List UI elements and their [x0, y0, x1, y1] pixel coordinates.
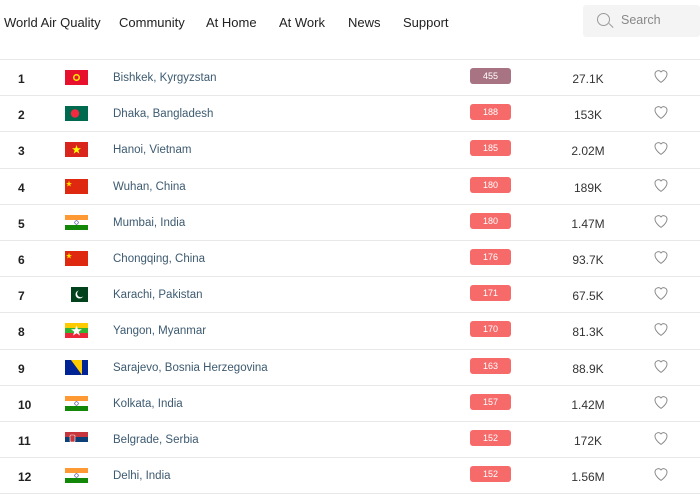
top-nav: World Air Quality Community At Home At W… [0, 0, 700, 44]
table-row[interactable]: 11 Belgrade, Serbia 152 172K [0, 422, 700, 459]
flag-cn-icon [65, 250, 88, 266]
aqi-badge: 176 [470, 248, 511, 265]
heart-icon[interactable] [652, 284, 670, 302]
flag-pk-icon [65, 287, 88, 303]
table-row[interactable]: 1 Bishkek, Kyrgyzstan 455 27.1K [0, 60, 700, 97]
aqi-badge: 180 [470, 212, 511, 229]
followers-count: 153K [573, 108, 603, 123]
aqi-badge: 455 [470, 68, 511, 84]
city-link[interactable]: Hanoi, Vietnam [113, 144, 192, 157]
flag-mm-icon [65, 323, 88, 339]
followers-count: 1.42M [571, 397, 605, 412]
rank: 11 [18, 433, 31, 448]
heart-icon[interactable] [652, 248, 670, 266]
table-row[interactable]: 2 Dhaka, Bangladesh 188 153K [0, 96, 700, 133]
followers-count: 172K [573, 433, 603, 448]
rank: 8 [18, 325, 25, 340]
followers-count: 67.5K [572, 289, 604, 304]
city-link[interactable]: Wuhan, China [113, 180, 186, 193]
rank: 2 [18, 108, 25, 123]
rank: 12 [18, 470, 32, 485]
rank: 6 [18, 252, 25, 267]
table-row[interactable]: 5 Mumbai, India 180 1.47M [0, 205, 700, 241]
nav-at-home[interactable]: At Home [206, 15, 257, 30]
city-link[interactable]: Delhi, India [113, 470, 171, 483]
rank: 7 [18, 289, 25, 304]
aqi-badge: 171 [470, 285, 511, 302]
rank: 3 [18, 144, 25, 159]
city-link[interactable]: Kolkata, India [113, 397, 183, 410]
aqi-badge: 170 [470, 321, 511, 338]
city-link[interactable]: Sarajevo, Bosnia Herzegovina [113, 361, 268, 374]
search-icon [597, 13, 610, 26]
nav-support[interactable]: Support [403, 15, 449, 30]
followers-count: 1.56M [571, 470, 605, 485]
flag-bd-icon [65, 106, 88, 122]
table-row[interactable]: 10 Kolkata, India 157 1.42M [0, 386, 700, 422]
heart-icon[interactable] [652, 429, 670, 447]
rank: 10 [18, 397, 32, 412]
flag-vn-icon [65, 142, 88, 158]
table-row[interactable]: 7 Karachi, Pakistan 171 67.5K [0, 277, 700, 314]
nav-at-work[interactable]: At Work [279, 15, 325, 30]
city-link[interactable]: Dhaka, Bangladesh [113, 108, 214, 121]
followers-count: 189K [573, 180, 603, 195]
heart-icon[interactable] [652, 67, 670, 85]
flag-in-icon [65, 395, 88, 411]
followers-count: 2.02M [571, 144, 605, 159]
city-link[interactable]: Yangon, Myanmar [113, 325, 207, 338]
heart-icon[interactable] [652, 357, 670, 375]
search-input[interactable]: Search [583, 5, 700, 37]
followers-count: 1.47M [571, 216, 605, 231]
rank: 9 [18, 361, 25, 376]
rank: 5 [18, 216, 25, 231]
table-row[interactable]: 9 Sarajevo, Bosnia Herzegovina 163 88.9K [0, 350, 700, 386]
aqi-badge: 185 [470, 140, 511, 157]
city-link[interactable]: Mumbai, India [113, 216, 186, 229]
rank: 4 [18, 180, 25, 195]
heart-icon[interactable] [652, 465, 670, 483]
heart-icon[interactable] [652, 176, 670, 194]
flag-cn-icon [65, 178, 88, 194]
aqi-badge: 152 [470, 466, 511, 483]
city-link[interactable]: Bishkek, Kyrgyzstan [113, 72, 217, 84]
aqi-badge: 157 [470, 393, 511, 410]
flag-in-icon [65, 214, 88, 230]
search-placeholder: Search [621, 13, 661, 27]
city-link[interactable]: Belgrade, Serbia [113, 433, 199, 446]
table-row[interactable]: 12 Delhi, India 152 1.56M [0, 458, 700, 494]
nav-brand-world-air-quality[interactable]: World Air Quality [4, 15, 101, 30]
heart-icon[interactable] [652, 320, 670, 338]
heart-icon[interactable] [652, 139, 670, 157]
table-row[interactable]: 4 Wuhan, China 180 189K [0, 169, 700, 205]
flag-rs-icon [65, 431, 88, 447]
city-link[interactable]: Karachi, Pakistan [113, 289, 203, 302]
aqi-badge: 188 [470, 104, 511, 121]
table-row[interactable]: 6 Chongqing, China 176 93.7K [0, 241, 700, 278]
followers-count: 81.3K [572, 325, 604, 340]
table-row[interactable]: 3 Hanoi, Vietnam 185 2.02M [0, 132, 700, 169]
flag-in-icon [65, 468, 88, 484]
city-link[interactable]: Chongqing, China [113, 252, 206, 265]
followers-count: 93.7K [572, 252, 604, 267]
flag-kg-icon [65, 70, 88, 85]
heart-icon[interactable] [652, 212, 670, 230]
aqi-badge: 180 [470, 176, 511, 193]
flag-ba-icon [65, 359, 88, 375]
followers-count: 27.1K [572, 72, 604, 86]
aqi-badge: 163 [470, 357, 511, 374]
table-row[interactable]: 8 Yangon, Myanmar 170 81.3K [0, 313, 700, 350]
nav-news[interactable]: News [348, 15, 381, 30]
nav-community[interactable]: Community [119, 15, 185, 30]
heart-icon[interactable] [652, 103, 670, 121]
aqi-badge: 152 [470, 429, 511, 446]
heart-icon[interactable] [652, 393, 670, 411]
rank: 1 [18, 72, 25, 86]
followers-count: 88.9K [572, 361, 604, 376]
city-ranking-list: 1 Bishkek, Kyrgyzstan 455 27.1K 2 Dhaka,… [0, 59, 700, 494]
